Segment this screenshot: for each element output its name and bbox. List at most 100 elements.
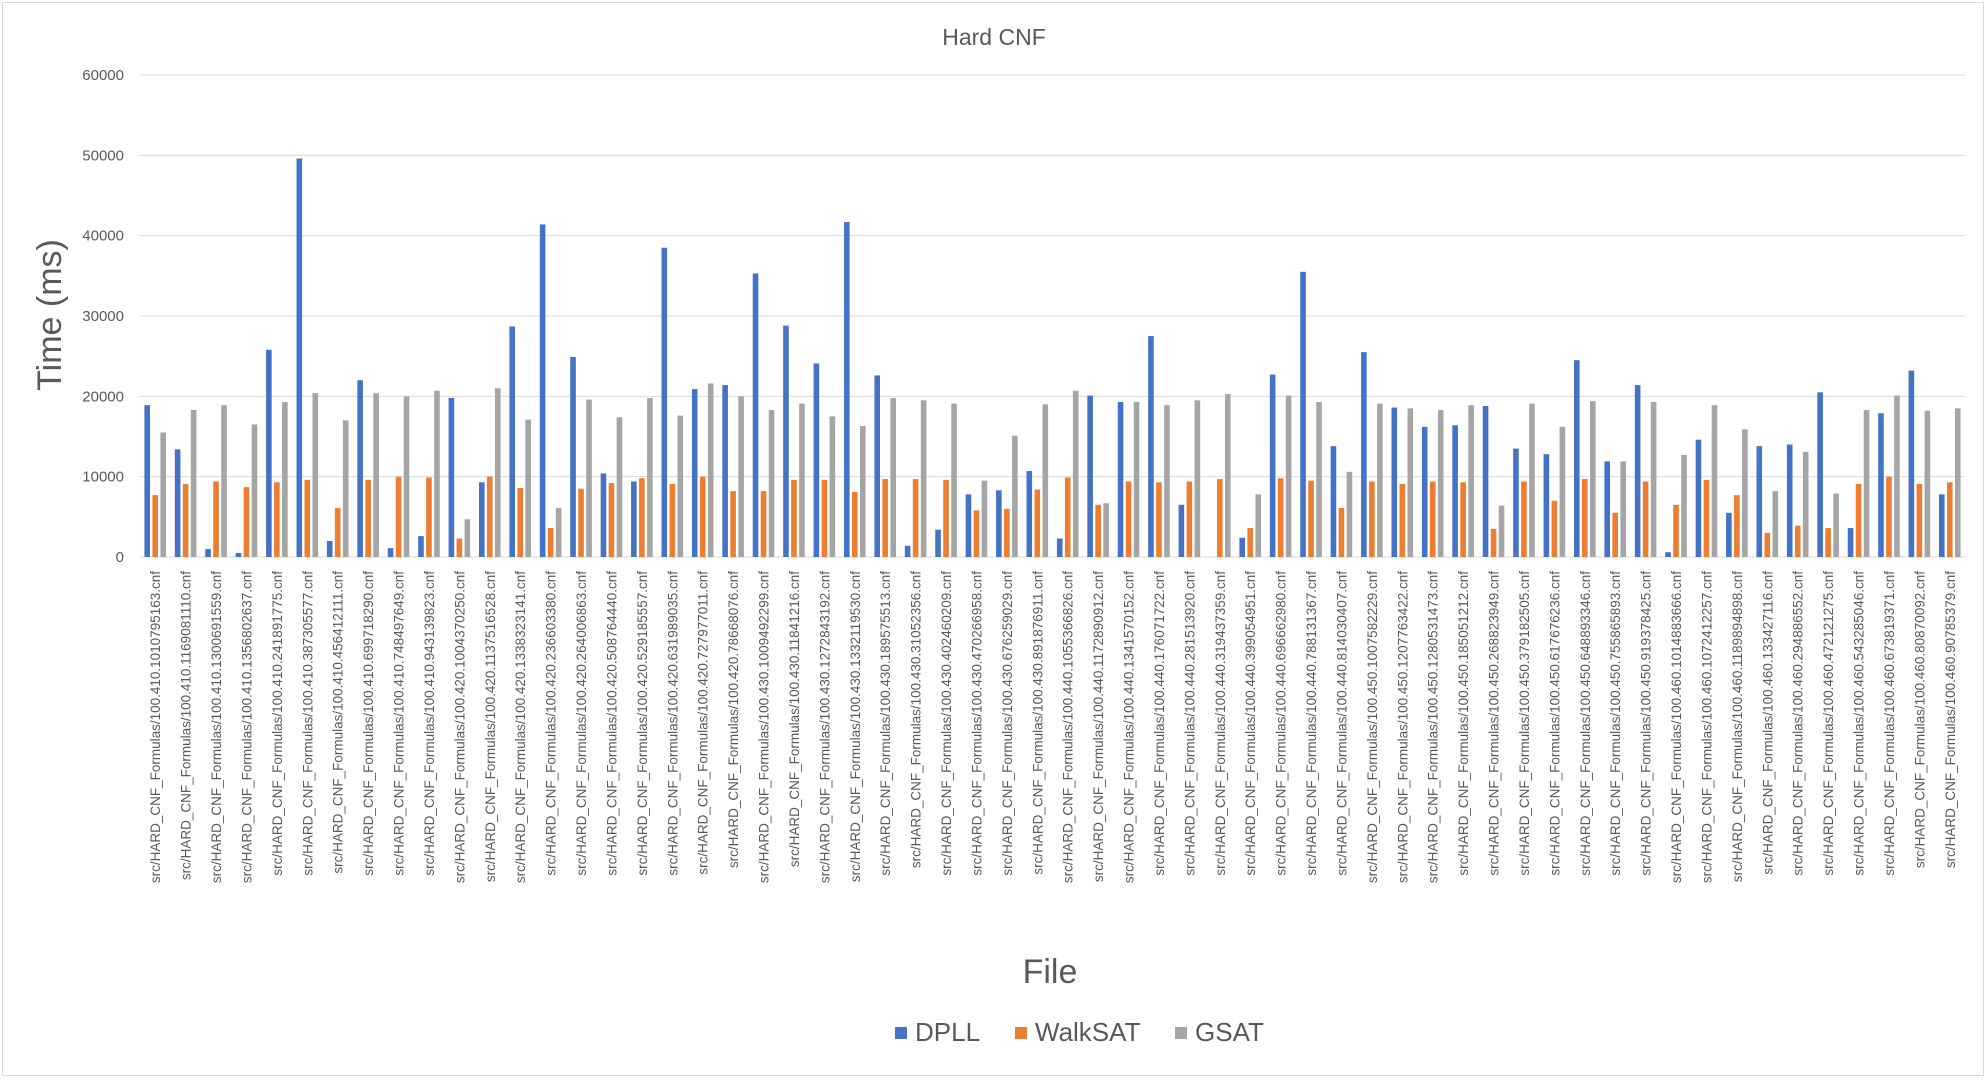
bar-gsat <box>1407 408 1414 557</box>
bar-gsat <box>1894 395 1900 557</box>
x-tick-label: src/HARD_CNF_Formulas/100.430.676259029.… <box>1000 571 1015 876</box>
bar-gsat <box>1164 405 1170 557</box>
bar-gsat <box>677 415 684 557</box>
x-tick-label: src/HARD_CNF_Formulas/100.450.268823949.… <box>1487 571 1502 876</box>
bar-gsat <box>464 519 471 557</box>
bar-dpll <box>691 389 698 557</box>
bar-walksat <box>1703 479 1710 557</box>
bar-gsat <box>1620 461 1627 557</box>
bar-dpll <box>387 548 394 557</box>
bar-dpll <box>1421 426 1428 557</box>
bar-walksat <box>1916 483 1923 557</box>
bar-dpll <box>1665 552 1671 557</box>
x-tick-label: src/HARD_CNF_Formulas/100.450.617676236.… <box>1547 571 1562 876</box>
bar-gsat <box>1529 403 1535 557</box>
bar-dpll <box>326 540 333 557</box>
bar-walksat <box>1277 478 1284 557</box>
bar-walksat <box>334 507 341 557</box>
bar-gsat <box>616 417 623 557</box>
bar-dpll <box>418 536 424 557</box>
bar-gsat <box>403 396 410 557</box>
x-tick-label: src/HARD_CNF_Formulas/100.450.1007582229… <box>1365 571 1380 883</box>
x-tick-label: src/HARD_CNF_Formulas/100.460.1189894898… <box>1730 571 1745 882</box>
y-tick-label: 40000 <box>82 228 124 245</box>
x-tick-label: src/HARD_CNF_Formulas/100.440.1055366826… <box>1061 571 1076 883</box>
bar-gsat <box>251 424 258 557</box>
x-tick-label: src/HARD_CNF_Formulas/100.440.696662980.… <box>1274 571 1289 876</box>
bar-gsat <box>1589 401 1596 557</box>
bar-walksat <box>730 491 736 557</box>
bar-dpll <box>722 385 728 557</box>
bar-dpll <box>357 380 363 557</box>
gridlines <box>140 74 1965 558</box>
bar-dpll <box>1117 401 1124 557</box>
bar-walksat <box>943 479 949 557</box>
bar-dpll <box>296 158 303 557</box>
bar-dpll <box>1148 336 1154 557</box>
bar-dpll <box>144 405 151 557</box>
bar-dpll <box>661 247 668 557</box>
y-tick-label: 10000 <box>82 469 124 486</box>
x-axis-title: File <box>1023 953 1078 991</box>
x-tick-label: src/HARD_CNF_Formulas/100.410.1010795163… <box>148 571 163 883</box>
x-tick-label: src/HARD_CNF_Formulas/100.430.891876911.… <box>1030 571 1045 875</box>
legend-swatch-gsat <box>1175 1027 1187 1039</box>
bar-dpll <box>1573 360 1580 557</box>
bar-walksat <box>426 477 432 557</box>
bar-dpll <box>1330 446 1337 557</box>
bar-dpll <box>1634 385 1641 557</box>
bar-walksat <box>152 495 159 557</box>
bar-gsat <box>707 383 714 557</box>
bar-gsat <box>1650 401 1657 557</box>
y-tick-label: 50000 <box>82 147 124 164</box>
bar-gsat <box>1954 408 1961 557</box>
bar-gsat <box>981 480 988 557</box>
bar-dpll <box>1178 504 1185 557</box>
x-tick-label: src/HARD_CNF_Formulas/100.430.1332119530… <box>848 571 863 882</box>
bar-gsat <box>373 393 379 557</box>
bar-dpll <box>570 356 576 557</box>
x-tick-label: src/HARD_CNF_Formulas/100.420.1338323141… <box>513 571 528 883</box>
bar-gsat <box>1772 491 1779 557</box>
bar-walksat <box>1004 508 1010 557</box>
bar-dpll <box>1300 271 1306 557</box>
bar-dpll <box>509 326 516 557</box>
x-tick-label: src/HARD_CNF_Formulas/100.430.189575513.… <box>878 571 893 876</box>
bar-dpll <box>1908 370 1915 557</box>
bar-walksat <box>608 483 615 557</box>
bar-walksat <box>973 510 980 557</box>
x-tick-label: src/HARD_CNF_Formulas/100.460.1072412257… <box>1699 571 1714 883</box>
bar-dpll <box>1726 512 1732 557</box>
x-tick-label: src/HARD_CNF_Formulas/100.410.456412111.… <box>331 571 346 874</box>
legend-swatch-walksat <box>1015 1027 1027 1039</box>
bar-gsat <box>738 396 744 557</box>
bar-walksat <box>1399 483 1406 557</box>
bar-gsat <box>1255 494 1262 557</box>
bar-gsat <box>312 393 319 557</box>
bar-gsat <box>525 419 532 557</box>
bar-dpll <box>205 548 211 557</box>
bar-dpll <box>1056 538 1063 557</box>
bar-gsat <box>1224 393 1231 557</box>
bar-dpll <box>1361 352 1367 557</box>
bar-dpll <box>843 222 850 557</box>
bar-walksat <box>365 479 371 557</box>
bar-gsat <box>282 401 288 557</box>
x-tick-label: src/HARD_CNF_Formulas/100.410.1356802637… <box>239 571 254 883</box>
x-tick-label: src/HARD_CNF_Formulas/100.450.379182505.… <box>1517 571 1532 876</box>
x-tick-label: src/HARD_CNF_Formulas/100.430.31052356.c… <box>909 571 924 868</box>
bar-dpll <box>1391 407 1398 557</box>
bar-dpll <box>996 490 1002 557</box>
y-tick-label: 30000 <box>82 308 124 325</box>
bar-walksat <box>243 487 250 557</box>
x-tick-label: src/HARD_CNF_Formulas/100.440.176071722.… <box>1152 571 1167 876</box>
bar-walksat <box>791 479 797 557</box>
bar-gsat <box>1863 409 1870 557</box>
bar-walksat <box>1125 481 1132 557</box>
bar-dpll <box>1482 405 1489 557</box>
bar-gsat <box>1468 405 1474 557</box>
x-tick-label: src/HARD_CNF_Formulas/100.420.264006863.… <box>574 571 589 876</box>
x-tick-label: src/HARD_CNF_Formulas/100.420.1004370250… <box>452 571 467 883</box>
bar-walksat <box>304 479 311 557</box>
